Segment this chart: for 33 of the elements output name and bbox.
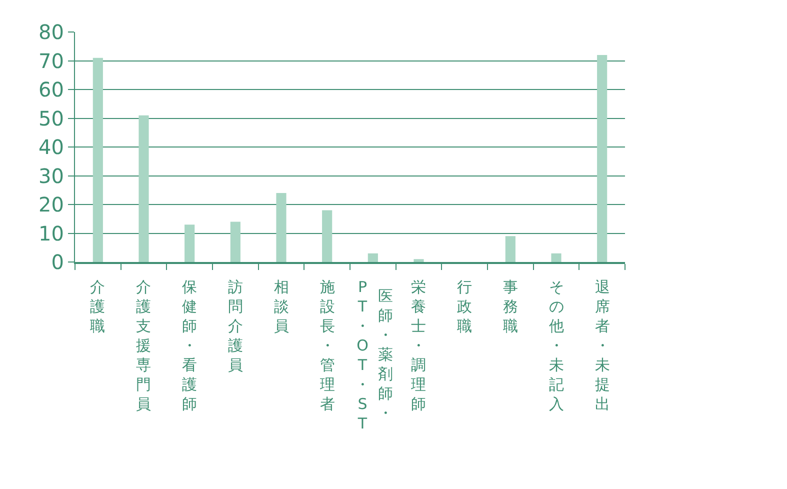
- text: 医師・薬剤師・: [378, 287, 393, 422]
- x-tick-label: 訪問介護員: [228, 278, 243, 374]
- y-tick-label: 40: [38, 135, 64, 159]
- bar: [138, 115, 149, 262]
- bar: [92, 58, 103, 262]
- x-tick-label: 介護職: [90, 278, 105, 335]
- bar: [230, 222, 240, 262]
- y-tick-label: 20: [38, 192, 64, 216]
- y-tick-label: 70: [38, 48, 64, 73]
- x-tick-label: 介護支援専門員: [136, 278, 151, 413]
- bar: [322, 210, 332, 262]
- y-tick-label: 30: [38, 164, 64, 188]
- bar: [597, 55, 608, 262]
- x-tick-label: 退席者・未提出: [595, 278, 610, 413]
- y-tick-label: 50: [38, 106, 64, 130]
- x-tick-label: 保健師・看護師: [182, 278, 197, 413]
- x-tick-label: 事務職: [503, 278, 518, 335]
- bar: [551, 253, 562, 262]
- bar: [505, 236, 516, 262]
- bar: [414, 259, 424, 262]
- y-tick-label: 10: [38, 221, 64, 246]
- x-tick-label: 施設長・管理者: [320, 278, 335, 413]
- x-tick-label: その他・未記入: [549, 278, 564, 413]
- x-tick-label: PT・OT・ST: [355, 278, 370, 432]
- x-tick-label: 相談員: [274, 278, 289, 335]
- y-tick-label: 80: [38, 20, 64, 44]
- x-tick-label: 行政職: [457, 278, 472, 335]
- bar: [276, 193, 286, 262]
- x-tick-label: 栄養士・調理師: [411, 278, 426, 413]
- y-tick-label: 0: [51, 250, 64, 274]
- y-tick-label: 60: [38, 78, 64, 102]
- bar: [184, 224, 195, 262]
- bar: [368, 253, 378, 262]
